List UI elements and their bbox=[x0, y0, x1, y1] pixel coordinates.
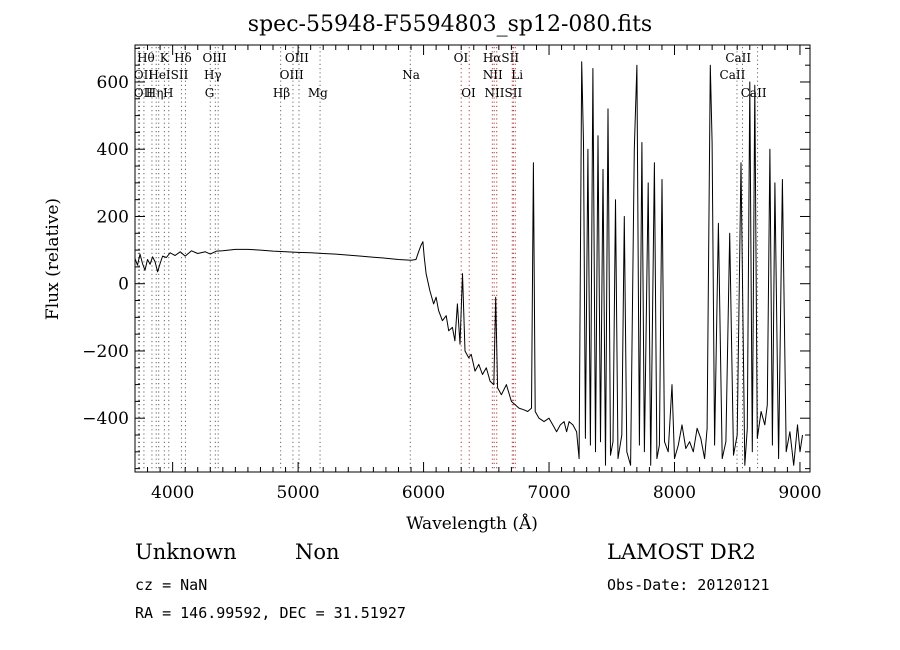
line-label: Hθ bbox=[137, 51, 155, 65]
x-tick-label: 5000 bbox=[276, 483, 319, 503]
y-tick-label: 200 bbox=[97, 207, 129, 227]
x-tick-label: 9000 bbox=[778, 483, 821, 503]
x-tick-label: 7000 bbox=[527, 483, 570, 503]
y-tick-label: 400 bbox=[97, 140, 129, 160]
x-axis: 4000 5000 6000 7000 8000 9000 bbox=[147, 45, 822, 503]
line-label: OII bbox=[134, 86, 154, 100]
line-label: CaII bbox=[720, 68, 746, 82]
y-tick-label: −200 bbox=[82, 342, 129, 362]
line-label: NII bbox=[483, 68, 503, 82]
line-label: H bbox=[163, 86, 173, 100]
line-label: Hδ bbox=[174, 51, 192, 65]
line-label: G bbox=[205, 86, 215, 100]
line-label: HαSII bbox=[483, 51, 520, 65]
line-markers bbox=[137, 47, 759, 471]
y-tick-label: 0 bbox=[118, 275, 129, 295]
line-label: Li bbox=[511, 68, 523, 82]
line-label: HeISII bbox=[148, 68, 188, 82]
line-label: CaII bbox=[741, 86, 767, 100]
x-tick-label: 4000 bbox=[151, 483, 194, 503]
y-tick-label: −400 bbox=[82, 409, 129, 429]
x-axis-label: Wavelength (Å) bbox=[406, 513, 538, 534]
object-class: Unknown bbox=[135, 540, 237, 564]
line-label: Mg bbox=[308, 86, 328, 100]
survey-name: LAMOST DR2 bbox=[607, 540, 756, 564]
line-label: Hγ bbox=[204, 68, 222, 82]
redshift-value: cz = NaN bbox=[135, 576, 208, 594]
line-label: OIII bbox=[203, 51, 227, 65]
y-tick-label: 600 bbox=[97, 73, 129, 93]
line-label: Na bbox=[402, 68, 420, 82]
line-label: CaII bbox=[725, 51, 751, 65]
x-tick-label: 6000 bbox=[402, 483, 445, 503]
line-label: OI bbox=[454, 51, 469, 65]
line-label: NIISII bbox=[485, 86, 523, 100]
x-tick-label: 8000 bbox=[653, 483, 696, 503]
y-axis-label: Flux (relative) bbox=[43, 198, 63, 320]
plot-frame bbox=[134, 44, 811, 473]
sky-coordinates: RA = 146.99592, DEC = 31.51927 bbox=[135, 604, 406, 622]
object-subclass: Non bbox=[295, 540, 340, 564]
line-label: Hη bbox=[146, 86, 164, 100]
line-label: OIII bbox=[280, 68, 304, 82]
y-axis: −400 −200 0 200 400 600 bbox=[82, 47, 810, 470]
observation-date: Obs-Date: 20120121 bbox=[607, 576, 770, 594]
line-label: OI bbox=[461, 86, 476, 100]
line-label: Hβ bbox=[273, 86, 290, 100]
line-label: OII bbox=[134, 68, 154, 82]
chart-title: spec-55948-F5594803_sp12-080.fits bbox=[247, 12, 653, 37]
spectrum-series bbox=[134, 61, 803, 466]
spectrum-line bbox=[134, 61, 803, 466]
line-label: OIII bbox=[285, 51, 309, 65]
line-label: K bbox=[160, 51, 170, 65]
